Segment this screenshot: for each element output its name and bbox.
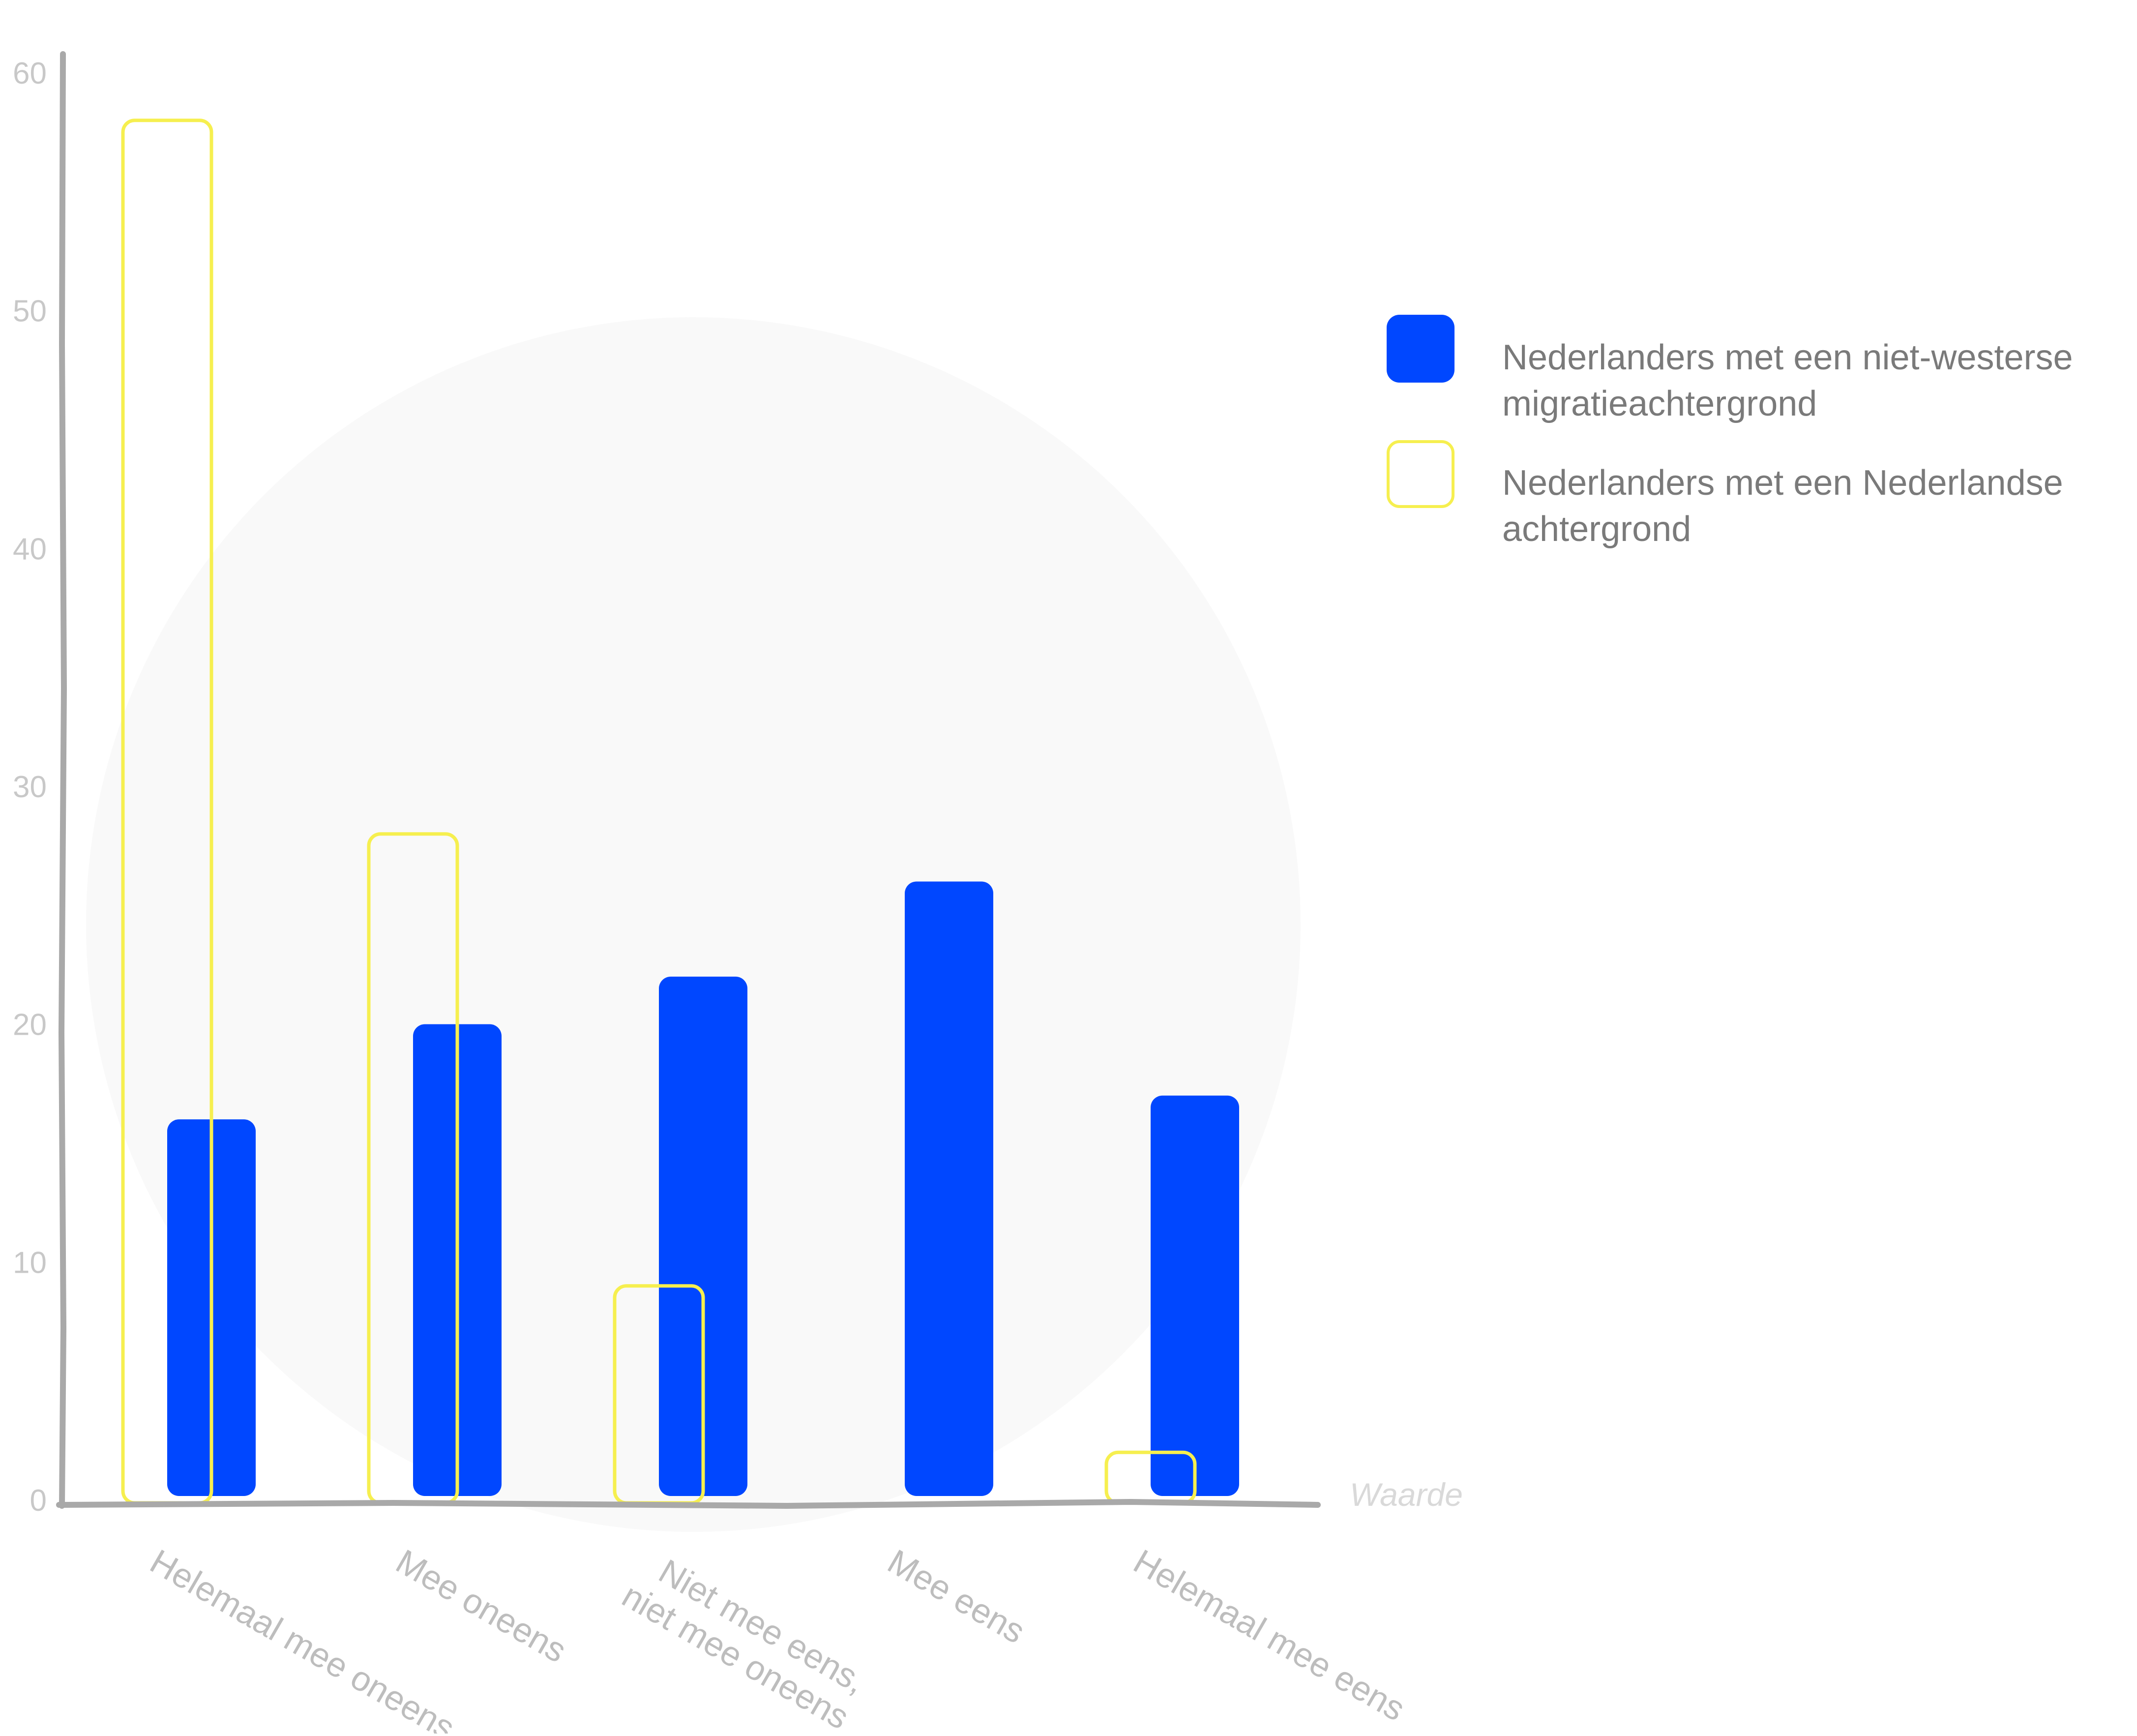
- bar-series-1-3[interactable]: [905, 881, 993, 1496]
- legend-swatch-blue: [1387, 315, 1454, 383]
- legend-item-series-2[interactable]: Nederlanders met een Nederlandse achterg…: [1387, 440, 2124, 566]
- x-category-label: Mee oneens: [390, 1542, 573, 1670]
- legend-label-series-2: Nederlanders met een Nederlandse achterg…: [1502, 463, 2063, 549]
- x-category-label-line: Mee oneens: [390, 1542, 573, 1670]
- y-tick-label: 20: [13, 1008, 47, 1042]
- y-tick-label: 10: [13, 1246, 47, 1280]
- legend-item-series-1[interactable]: Nederlanders met een niet-westerse migra…: [1387, 315, 2124, 440]
- bar-series-1-4[interactable]: [1151, 1095, 1239, 1496]
- y-tick-label: 40: [13, 532, 47, 566]
- bar-series-1-2[interactable]: [659, 976, 747, 1496]
- background-circle: [86, 317, 1301, 1532]
- x-axis-line: [56, 1498, 1321, 1509]
- x-category-label-line: Helemaal mee eens: [1128, 1542, 1412, 1728]
- y-tick-label: 30: [13, 770, 47, 804]
- y-tick-label: 0: [30, 1484, 47, 1518]
- value-axis-unit-label: Waarde: [1350, 1476, 1463, 1513]
- legend-swatch-yellow: [1387, 440, 1454, 508]
- x-category-label: Mee eens: [882, 1542, 1032, 1650]
- legend-label-series-1: Nederlanders met een niet-westerse migra…: [1502, 338, 2073, 423]
- y-tick-label: 60: [13, 57, 47, 90]
- y-axis-line: [58, 51, 67, 1509]
- x-category-label: Helemaal mee eens: [1128, 1542, 1412, 1728]
- x-category-label-line: Mee eens: [882, 1542, 1032, 1650]
- y-tick-label: 50: [13, 295, 47, 329]
- legend: Nederlanders met een niet-westerse migra…: [1387, 315, 2124, 566]
- x-category-label: Niet mee eens,niet mee oneens: [616, 1552, 872, 1736]
